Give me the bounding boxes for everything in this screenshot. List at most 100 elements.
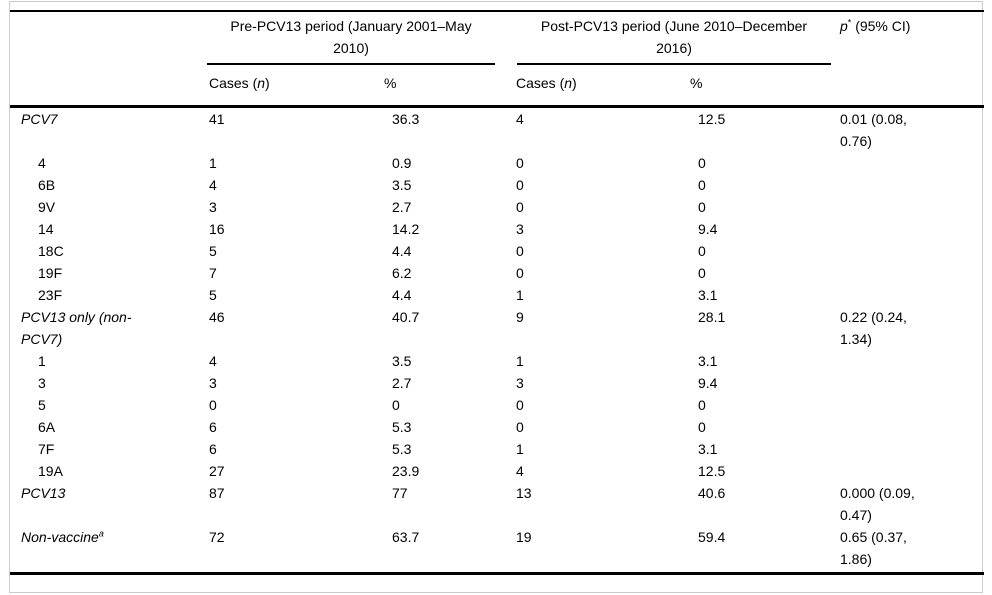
row-label: PCV7 — [21, 111, 58, 127]
pre-cases-value: 3 — [209, 199, 217, 215]
table-row: 6A 6 5.3 0 0 — [10, 416, 984, 438]
post-cases-value: 4 — [516, 463, 524, 479]
pre-cases-value: 0 — [209, 397, 217, 413]
row-label: 3 — [38, 375, 46, 391]
table-body: PCV7 41 36.3 4 12.5 0.01 (0.08, 0.76) 4 … — [10, 107, 984, 574]
pre-percent-value: 5.3 — [392, 441, 412, 457]
data-table: Pre-PCV13 period (January 2001–May 2010)… — [10, 10, 984, 575]
pre-cases-value: 7 — [209, 265, 217, 281]
post-cases-value: 3 — [516, 221, 524, 237]
table-row: 14 16 14.2 3 9.4 — [10, 218, 984, 240]
table-row: 9V 3 2.7 0 0 — [10, 196, 984, 218]
post-percent-value: 12.5 — [698, 111, 726, 127]
post-cases-value: 1 — [516, 441, 524, 457]
pre-percent-value: 6.2 — [392, 265, 412, 281]
post-percent-value: 9.4 — [698, 221, 718, 237]
post-period-title: Post-PCV13 period (June 2010–December 20… — [540, 18, 808, 56]
row-label: PCV13 — [21, 485, 66, 501]
post-percent-value: 0 — [698, 199, 706, 215]
pre-percent-value: 3.5 — [392, 177, 412, 193]
table-row: 4 1 0.9 0 0 — [10, 152, 984, 174]
row-label: Non-vaccine — [21, 529, 99, 545]
pre-percent-value: 5.3 — [392, 419, 412, 435]
row-label: 18C — [38, 243, 64, 259]
row-label: 14 — [38, 221, 54, 237]
post-cases-value: 0 — [516, 243, 524, 259]
post-percent-value: 0 — [698, 397, 706, 413]
sub-header-row: Cases (n) % Cases (n) % — [10, 65, 984, 107]
post-cases-header: Cases (n) — [516, 75, 577, 91]
pre-percent-value: 4.4 — [392, 243, 412, 259]
pre-cases-value: 27 — [209, 463, 225, 479]
post-cases-value: 0 — [516, 199, 524, 215]
table-row: PCV7 41 36.3 4 12.5 0.01 (0.08, 0.76) — [10, 107, 984, 153]
pre-cases-value: 5 — [209, 243, 217, 259]
post-percent-header: % — [690, 75, 703, 91]
table-row: 18C 5 4.4 0 0 — [10, 240, 984, 262]
table-row: Non-vaccinea 72 63.7 19 59.4 0.65 (0.37,… — [10, 526, 984, 574]
pre-percent-value: 2.7 — [392, 375, 412, 391]
post-cases-value: 0 — [516, 397, 524, 413]
group-header-row: Pre-PCV13 period (January 2001–May 2010)… — [10, 11, 984, 65]
p-value: 0.01 (0.08, 0.76) — [840, 111, 907, 149]
post-cases-value: 19 — [516, 529, 532, 545]
pre-percent-value: 0 — [392, 397, 400, 413]
pre-cases-value: 4 — [209, 353, 217, 369]
pre-percent-value: 14.2 — [392, 221, 420, 237]
table-row: 5 0 0 0 0 — [10, 394, 984, 416]
pre-percent-value: 0.9 — [392, 155, 412, 171]
pre-percent-value: 23.9 — [392, 463, 420, 479]
post-cases-value: 13 — [516, 485, 532, 501]
table-row: 19A 27 23.9 4 12.5 — [10, 460, 984, 482]
post-cases-value: 0 — [516, 155, 524, 171]
table-row: 6B 4 3.5 0 0 — [10, 174, 984, 196]
p-value-column-header: p* (95% CI) — [838, 11, 984, 65]
row-label: 6A — [38, 419, 56, 435]
post-percent-value: 0 — [698, 177, 706, 193]
pre-cases-value: 6 — [209, 441, 217, 457]
p-value: 0.22 (0.24, 1.34) — [840, 309, 907, 347]
pre-cases-value: 16 — [209, 221, 225, 237]
post-cases-value: 1 — [516, 287, 524, 303]
post-cases-value: 9 — [516, 309, 524, 325]
pre-percent-value: 36.3 — [392, 111, 420, 127]
post-percent-value: 3.1 — [698, 353, 718, 369]
post-cases-value: 0 — [516, 177, 524, 193]
row-label: 6B — [38, 177, 56, 193]
table-row: 19F 7 6.2 0 0 — [10, 262, 984, 284]
footnote-marker: a — [98, 528, 104, 539]
empty-p-subheader — [838, 65, 984, 107]
pre-group-underline — [207, 63, 495, 65]
pre-period-title: Pre-PCV13 period (January 2001–May 2010) — [230, 18, 472, 56]
table-row: PCV13 87 77 13 40.6 0.000 (0.09, 0.47) — [10, 482, 984, 526]
pre-percent-value: 77 — [392, 485, 408, 501]
post-group-underline — [517, 63, 831, 65]
empty-corner-cell — [10, 11, 207, 65]
post-cases-value: 0 — [516, 419, 524, 435]
pre-cases-value: 5 — [209, 287, 217, 303]
pre-cases-value: 1 — [209, 155, 217, 171]
post-percent-value: 40.6 — [698, 485, 726, 501]
row-label: 7F — [38, 441, 55, 457]
pre-cases-value: 4 — [209, 177, 217, 193]
pre-period-group-header: Pre-PCV13 period (January 2001–May 2010) — [207, 11, 514, 65]
post-percent-value: 0 — [698, 265, 706, 281]
p-value: 0.65 (0.37, 1.86) — [840, 529, 907, 567]
post-cases-value: 0 — [516, 265, 524, 281]
pre-percent-value: 40.7 — [392, 309, 420, 325]
row-label: 23F — [38, 287, 63, 303]
row-label: 1 — [38, 353, 46, 369]
post-percent-value: 0 — [698, 243, 706, 259]
row-label: 4 — [38, 155, 46, 171]
row-label: 9V — [38, 199, 56, 215]
table-row: 3 3 2.7 3 9.4 — [10, 372, 984, 394]
pre-percent-value: 4.4 — [392, 287, 412, 303]
empty-label-header — [10, 65, 207, 107]
n-symbol: n — [257, 75, 266, 91]
p-symbol: p — [840, 18, 848, 34]
table-header: Pre-PCV13 period (January 2001–May 2010)… — [10, 11, 984, 107]
post-percent-value: 9.4 — [698, 375, 718, 391]
post-period-group-header: Post-PCV13 period (June 2010–December 20… — [514, 11, 838, 65]
post-percent-value: 59.4 — [698, 529, 726, 545]
p-value: 0.000 (0.09, 0.47) — [840, 485, 915, 523]
